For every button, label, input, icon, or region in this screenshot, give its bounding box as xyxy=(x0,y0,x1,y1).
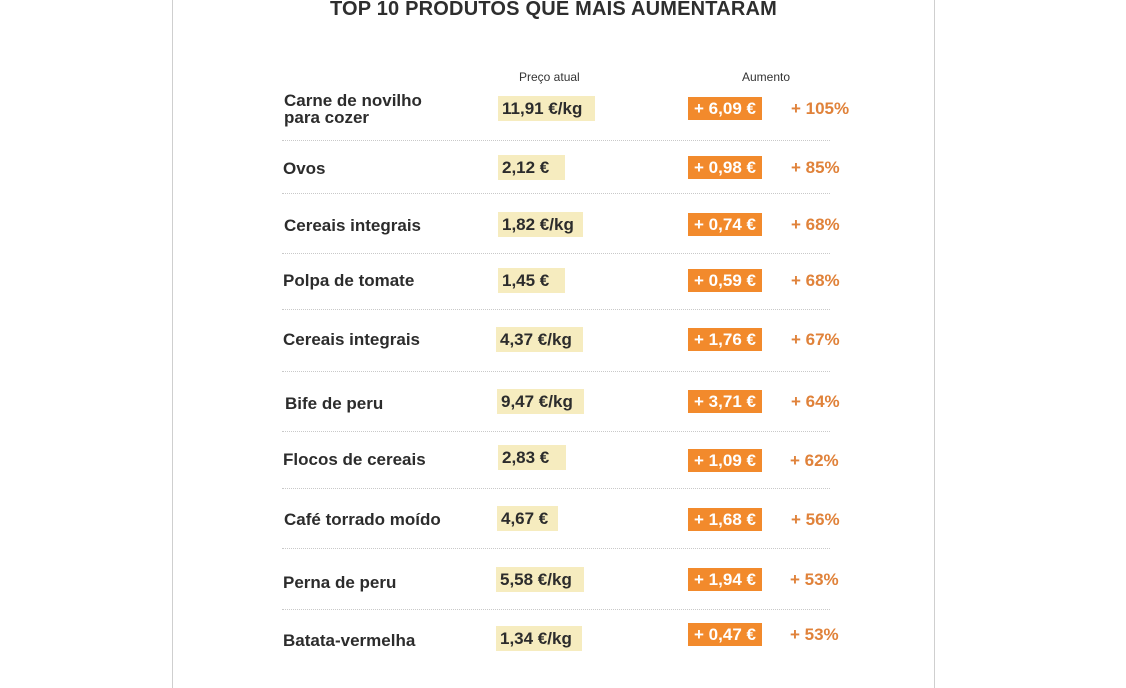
current-price: 4,67 € xyxy=(497,506,558,531)
percent-increase: + 62% xyxy=(790,451,839,470)
product-name: Carne de novilho para cozer xyxy=(284,91,422,127)
price-increase-badge: + 1,94 € xyxy=(688,568,762,591)
percent-increase: + 56% xyxy=(791,510,840,529)
current-price: 1,34 €/kg xyxy=(496,626,582,651)
row-divider xyxy=(282,140,830,141)
content-panel xyxy=(172,0,935,688)
price-increase-badge: + 6,09 € xyxy=(688,97,762,120)
row-divider xyxy=(282,431,830,432)
row-divider xyxy=(282,193,830,194)
product-name: Flocos de cereais xyxy=(283,450,426,469)
product-name: Batata-vermelha xyxy=(283,631,416,650)
percent-increase: + 105% xyxy=(791,99,850,118)
row-divider xyxy=(282,309,830,310)
row-divider xyxy=(282,253,830,254)
percent-increase: + 68% xyxy=(791,215,840,234)
column-header-increase: Aumento xyxy=(742,70,791,84)
price-increase-badge: + 0,47 € xyxy=(688,623,762,646)
price-increase-badge: + 1,09 € xyxy=(688,449,762,472)
price-increase-badge: + 1,68 € xyxy=(688,508,762,531)
row-divider xyxy=(282,609,830,610)
percent-increase: + 64% xyxy=(791,392,840,411)
column-header-price: Preço atual xyxy=(519,70,580,84)
percent-increase: + 68% xyxy=(791,271,840,290)
row-divider xyxy=(282,371,830,372)
product-name: Perna de peru xyxy=(283,573,397,592)
price-increase-badge: + 0,98 € xyxy=(688,156,762,179)
price-increase-badge: + 0,74 € xyxy=(688,213,762,236)
product-name: Café torrado moído xyxy=(284,510,441,529)
percent-increase: + 53% xyxy=(790,570,839,589)
percent-increase: + 67% xyxy=(791,330,840,349)
current-price: 11,91 €/kg xyxy=(498,96,595,121)
current-price: 2,83 € xyxy=(498,445,566,470)
price-increase-badge: + 3,71 € xyxy=(688,390,762,413)
row-divider xyxy=(282,488,830,489)
current-price: 2,12 € xyxy=(498,155,565,180)
product-name: Cereais integrais xyxy=(283,330,421,349)
current-price: 5,58 €/kg xyxy=(496,567,584,592)
product-name: Cereais integrais xyxy=(284,216,422,235)
price-increase-badge: + 0,59 € xyxy=(688,269,762,292)
product-name: Bife de peru xyxy=(285,394,384,413)
current-price: 9,47 €/kg xyxy=(497,389,584,414)
product-name: Polpa de tomate xyxy=(283,271,415,290)
current-price: 1,82 €/kg xyxy=(498,212,583,237)
percent-increase: + 85% xyxy=(791,158,840,177)
percent-increase: + 53% xyxy=(790,625,839,644)
current-price: 1,45 € xyxy=(498,268,565,293)
page-title: TOP 10 PRODUTOS QUE MAIS AUMENTARAM xyxy=(329,0,778,20)
product-name: Ovos xyxy=(283,159,326,178)
row-divider xyxy=(282,548,830,549)
current-price: 4,37 €/kg xyxy=(496,327,583,352)
price-increase-badge: + 1,76 € xyxy=(688,328,762,351)
